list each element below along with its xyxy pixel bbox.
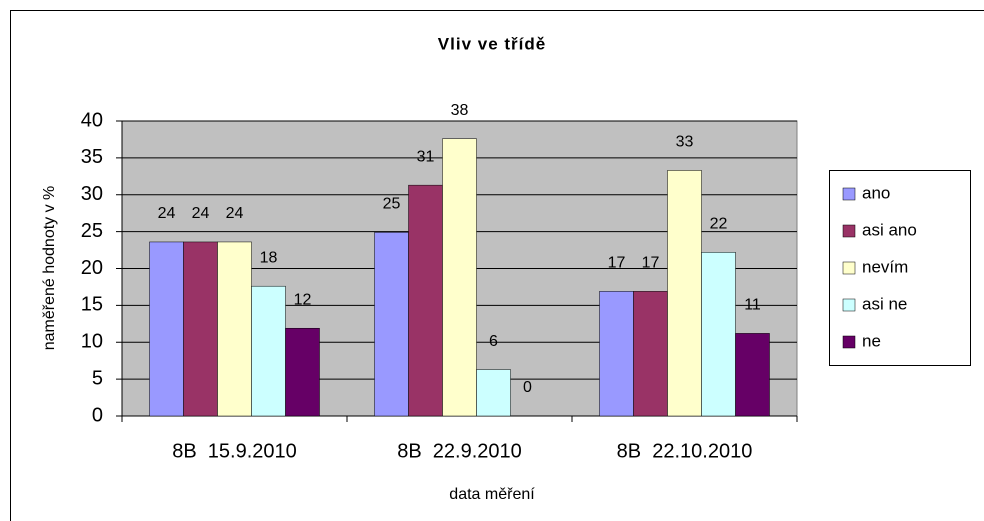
value-label: 17 (608, 255, 626, 272)
y-tick-label: 30 (81, 183, 103, 205)
x-tick-label: 8B 22.9.2010 (397, 440, 522, 462)
legend-label: asi ano (862, 220, 917, 239)
legend-label: ano (862, 183, 890, 202)
y-axis-title: naměřené hodnoty v % (41, 186, 58, 351)
bar (599, 291, 634, 417)
legend-swatch (842, 298, 856, 312)
bar (735, 333, 770, 417)
x-tick-label: 8B 22.10.2010 (617, 440, 753, 462)
bar (183, 241, 218, 417)
bar (701, 252, 736, 417)
value-label: 0 (523, 379, 532, 396)
value-label: 38 (451, 102, 469, 119)
value-label: 24 (226, 205, 244, 222)
value-label: 18 (260, 249, 278, 266)
x-tick-label: 8B 15.9.2010 (172, 440, 297, 462)
legend-swatch (842, 335, 856, 349)
legend-swatch (842, 224, 856, 238)
value-label: 17 (642, 255, 660, 272)
value-label: 24 (192, 205, 210, 222)
chart-title: Vliv ve třídě (438, 34, 546, 53)
bar (408, 184, 443, 417)
value-label: 6 (489, 333, 498, 350)
bar (149, 241, 184, 417)
legend-label: asi ne (862, 294, 907, 313)
legend-swatch (842, 187, 856, 201)
bar (217, 241, 252, 417)
legend-label: nevím (862, 257, 908, 276)
y-tick-label: 5 (92, 367, 103, 389)
y-tick-label: 40 (81, 109, 103, 131)
legend-swatch (842, 261, 856, 275)
value-label: 31 (417, 148, 435, 165)
y-tick-label: 20 (81, 257, 103, 279)
value-label: 11 (744, 297, 761, 314)
bar (442, 138, 477, 417)
bar (667, 170, 702, 417)
value-label: 24 (158, 205, 176, 222)
y-tick-label: 0 (92, 404, 103, 426)
bar (633, 291, 668, 417)
value-label: 25 (383, 196, 401, 213)
value-label: 12 (294, 291, 312, 308)
value-label: 22 (710, 215, 728, 232)
y-tick-label: 10 (81, 331, 103, 353)
legend-label: ne (862, 331, 881, 350)
bar (285, 327, 320, 417)
bar (374, 232, 409, 417)
bar (476, 369, 511, 417)
y-tick-label: 35 (81, 146, 103, 168)
value-label: 33 (676, 134, 694, 151)
y-tick-label: 15 (81, 294, 103, 316)
bar (251, 285, 286, 417)
y-tick-label: 25 (81, 220, 103, 242)
x-axis-title: data měření (449, 486, 535, 503)
